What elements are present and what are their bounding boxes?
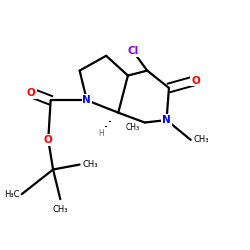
Text: N: N [162,115,171,125]
Text: O: O [191,76,200,86]
Text: O: O [27,88,36,98]
Text: H: H [98,129,104,138]
Text: Cl: Cl [127,46,138,56]
Text: CH₃: CH₃ [126,122,140,132]
Text: H₃C: H₃C [4,190,19,199]
Text: CH₃: CH₃ [52,204,68,214]
Text: CH₃: CH₃ [82,160,98,169]
Text: N: N [82,95,91,105]
Text: CH₃: CH₃ [193,135,208,144]
Text: O: O [44,135,52,145]
